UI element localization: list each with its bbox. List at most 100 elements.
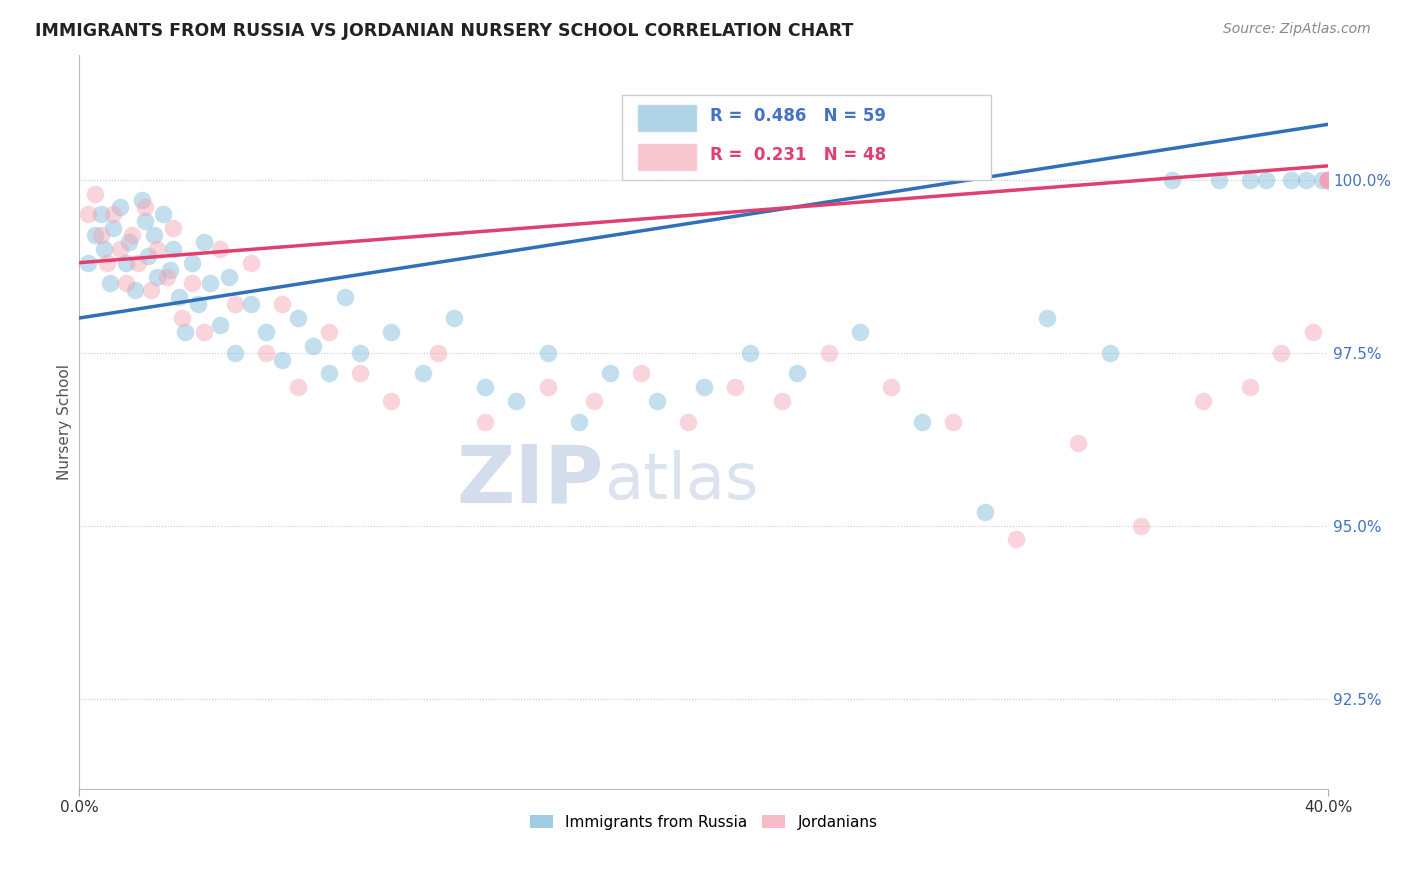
Point: [287, 311, 309, 326]
Point: [139, 284, 162, 298]
Point: [333, 290, 356, 304]
Point: [645, 394, 668, 409]
Point: [180, 277, 202, 291]
Point: [152, 207, 174, 221]
Point: [208, 318, 231, 332]
Point: [83, 227, 105, 242]
Point: [583, 394, 606, 409]
Point: [77, 256, 100, 270]
Point: [121, 227, 143, 242]
Point: [124, 284, 146, 298]
Point: [146, 269, 169, 284]
Point: [271, 297, 294, 311]
Point: [162, 221, 184, 235]
Point: [1098, 345, 1121, 359]
Point: [427, 345, 450, 359]
FancyBboxPatch shape: [637, 143, 697, 171]
Point: [1239, 380, 1261, 394]
Point: [131, 194, 153, 208]
Point: [786, 367, 808, 381]
Point: [218, 269, 240, 284]
Point: [90, 207, 112, 221]
Point: [256, 345, 278, 359]
Point: [103, 221, 125, 235]
Text: IMMIGRANTS FROM RUSSIA VS JORDANIAN NURSERY SCHOOL CORRELATION CHART: IMMIGRANTS FROM RUSSIA VS JORDANIAN NURS…: [35, 22, 853, 40]
Point: [224, 297, 246, 311]
Point: [1317, 172, 1340, 186]
Point: [302, 339, 325, 353]
Point: [536, 380, 558, 394]
Point: [172, 311, 194, 326]
Point: [287, 380, 309, 394]
Point: [256, 325, 278, 339]
Point: [159, 262, 181, 277]
Point: [599, 367, 621, 381]
Point: [167, 290, 190, 304]
Point: [193, 325, 215, 339]
Point: [1295, 172, 1317, 186]
Point: [1317, 172, 1340, 186]
Point: [224, 345, 246, 359]
Point: [676, 415, 699, 429]
Point: [1161, 172, 1184, 186]
Point: [724, 380, 747, 394]
Point: [208, 242, 231, 256]
Point: [93, 242, 115, 256]
Point: [848, 325, 870, 339]
Point: [174, 325, 197, 339]
Point: [239, 297, 262, 311]
Point: [1036, 311, 1059, 326]
Point: [143, 227, 166, 242]
Point: [200, 277, 222, 291]
Point: [380, 394, 402, 409]
Point: [1129, 518, 1152, 533]
Point: [349, 345, 371, 359]
Point: [880, 380, 903, 394]
Point: [474, 415, 496, 429]
Point: [380, 325, 402, 339]
Legend: Immigrants from Russia, Jordanians: Immigrants from Russia, Jordanians: [523, 809, 883, 836]
Point: [155, 269, 177, 284]
Point: [115, 277, 138, 291]
Point: [349, 367, 371, 381]
Point: [134, 214, 156, 228]
Y-axis label: Nursery School: Nursery School: [58, 364, 72, 480]
Point: [1317, 172, 1340, 186]
Text: atlas: atlas: [603, 450, 758, 511]
Point: [271, 352, 294, 367]
Point: [1310, 172, 1333, 186]
Point: [162, 242, 184, 256]
Point: [1005, 533, 1028, 547]
Point: [318, 325, 340, 339]
Point: [770, 394, 793, 409]
Point: [127, 256, 149, 270]
Point: [136, 249, 159, 263]
Point: [118, 235, 141, 249]
Point: [83, 186, 105, 201]
Point: [98, 277, 121, 291]
Point: [1192, 394, 1215, 409]
Point: [942, 415, 965, 429]
Point: [108, 200, 131, 214]
Point: [90, 227, 112, 242]
Point: [180, 256, 202, 270]
Point: [740, 345, 762, 359]
Point: [134, 200, 156, 214]
Point: [412, 367, 434, 381]
Point: [108, 242, 131, 256]
Point: [443, 311, 465, 326]
Point: [474, 380, 496, 394]
Point: [239, 256, 262, 270]
Point: [187, 297, 209, 311]
Point: [568, 415, 591, 429]
Point: [193, 235, 215, 249]
FancyBboxPatch shape: [623, 95, 991, 180]
Point: [817, 345, 839, 359]
Point: [77, 207, 100, 221]
Point: [1302, 325, 1324, 339]
Point: [911, 415, 934, 429]
Point: [973, 505, 995, 519]
Point: [505, 394, 527, 409]
Point: [146, 242, 169, 256]
Point: [1208, 172, 1230, 186]
